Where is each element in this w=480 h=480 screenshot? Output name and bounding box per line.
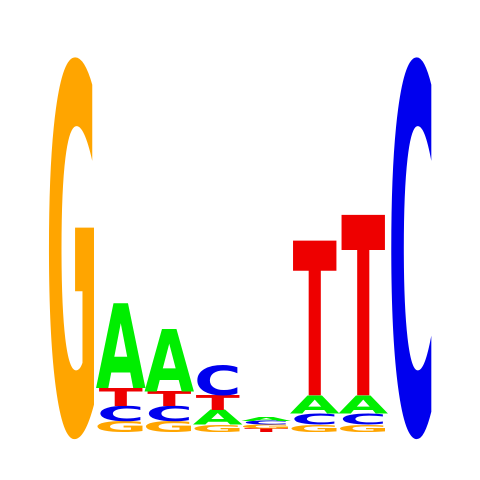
logo-letter-g: G: [288, 423, 341, 435]
logo-letter-t: T: [147, 388, 192, 411]
logo-letter-t: T: [196, 392, 241, 415]
logo-letter-c: C: [291, 411, 338, 429]
logo-letter-c: C: [146, 403, 193, 426]
logo-letter-t: T: [244, 427, 288, 433]
logo-letter-g: G: [191, 423, 244, 435]
logo-letter-g: G: [337, 423, 390, 435]
logo-letter-c: C: [194, 358, 241, 405]
logo-letter-c: C: [243, 420, 290, 426]
logo-letter-g: G: [46, 0, 99, 480]
logo-letter-a: A: [290, 390, 340, 420]
logo-letter-g: G: [94, 418, 147, 436]
logo-letter-c: C: [388, 0, 435, 480]
logo-letter-a: A: [338, 390, 388, 420]
logo-letter-a: A: [193, 406, 243, 429]
logo-column-1: G: [46, 0, 99, 480]
logo-letter-a: A: [144, 312, 194, 411]
logo-letter-c: C: [340, 411, 387, 429]
logo-letter-t: T: [341, 165, 385, 454]
logo-letter-a: A: [96, 282, 146, 417]
logo-letter-g: G: [143, 418, 196, 436]
logo-letter-t: T: [293, 199, 337, 445]
logo-letter-a: A: [241, 416, 292, 422]
logo-letter-c: C: [97, 403, 144, 426]
logo-column-8: C: [388, 0, 435, 480]
logo-letter-t: T: [99, 383, 144, 413]
logo-letter-g: G: [240, 424, 293, 430]
